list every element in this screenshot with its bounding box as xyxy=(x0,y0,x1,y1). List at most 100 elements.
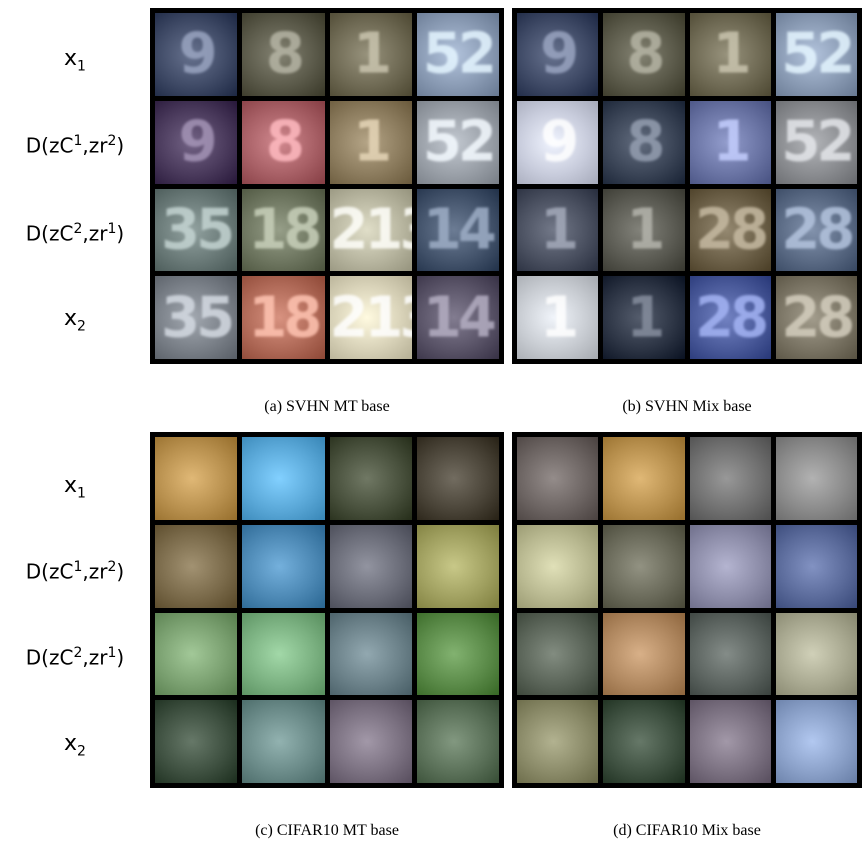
image-tile xyxy=(242,524,325,608)
image-tile xyxy=(775,612,857,696)
image-tile: 1 xyxy=(329,100,412,184)
house-number-digits: 52 xyxy=(781,21,855,87)
image-tile xyxy=(155,524,238,608)
image-tile: 14 xyxy=(416,188,499,272)
row-label-d2-cifar: D(zC2,zr1) xyxy=(25,645,125,670)
house-number-digits: 1 xyxy=(626,285,665,351)
caption-a: (a) SVHN MT base xyxy=(264,398,390,415)
image-tile xyxy=(242,437,325,520)
image-tile: 28 xyxy=(775,188,857,272)
image-tile xyxy=(603,612,685,696)
house-number-digits: 9 xyxy=(178,21,218,87)
house-number-digits: 14 xyxy=(422,197,497,263)
row-label-d1-svhn: D(zC1,zr2) xyxy=(25,133,125,158)
image-tile xyxy=(155,612,238,696)
image-tile xyxy=(329,612,412,696)
house-number-digits: 8 xyxy=(265,21,305,87)
house-number-digits: 18 xyxy=(248,285,322,351)
image-tile: 52 xyxy=(775,13,857,96)
house-number-digits: 14 xyxy=(422,285,497,351)
image-tile: 1 xyxy=(603,188,685,272)
image-tile xyxy=(517,700,599,783)
image-tile xyxy=(603,700,685,783)
house-number-digits: 213 xyxy=(329,285,412,351)
image-tile xyxy=(155,700,238,783)
image-tile: 8 xyxy=(603,100,685,184)
house-number-digits: 9 xyxy=(540,109,579,175)
image-tile: 8 xyxy=(242,100,325,184)
house-number-digits: 18 xyxy=(248,197,322,263)
row-label-d1-cifar: D(zC1,zr2) xyxy=(25,559,125,584)
image-tile xyxy=(416,437,499,520)
image-tile xyxy=(242,612,325,696)
row-label-x1-svhn: x1 xyxy=(64,46,86,75)
image-tile xyxy=(775,437,857,520)
image-tile: 9 xyxy=(517,100,599,184)
image-tile xyxy=(689,700,771,783)
svhn-mix-image-grid: 9 8 1 52 9 8 1 52 1 1 28 28 1 1 28 28 xyxy=(512,8,862,364)
house-number-digits: 8 xyxy=(626,21,665,87)
house-number-digits: 1 xyxy=(353,109,392,175)
image-tile: 52 xyxy=(416,13,499,96)
house-number-digits: 1 xyxy=(712,21,752,87)
image-tile: 14 xyxy=(416,276,499,359)
house-number-digits: 1 xyxy=(353,21,392,87)
row-label-d2-svhn: D(zC2,zr1) xyxy=(25,221,125,246)
image-tile: 9 xyxy=(155,13,238,96)
caption-c: (c) CIFAR10 MT base xyxy=(255,822,399,839)
house-number-digits: 1 xyxy=(712,109,752,175)
image-tile: 1 xyxy=(517,188,599,272)
image-tile xyxy=(242,700,325,783)
image-tile xyxy=(329,700,412,783)
image-tile: 35 xyxy=(155,276,238,359)
image-tile: 8 xyxy=(603,13,685,96)
image-tile xyxy=(517,437,599,520)
house-number-digits: 8 xyxy=(265,109,305,175)
image-tile: 1 xyxy=(603,276,685,359)
house-number-digits: 8 xyxy=(626,109,665,175)
house-number-digits: 213 xyxy=(329,197,412,263)
row-label-x1-cifar: x1 xyxy=(64,473,86,502)
image-tile xyxy=(329,524,412,608)
cifar-mix-image-grid xyxy=(512,432,862,788)
image-tile: 1 xyxy=(689,13,771,96)
image-tile: 18 xyxy=(242,276,325,359)
image-tile: 35 xyxy=(155,188,238,272)
image-tile: 1 xyxy=(329,13,412,96)
image-tile: 213 xyxy=(329,276,412,359)
image-tile: 1 xyxy=(517,276,599,359)
image-tile xyxy=(603,524,685,608)
image-tile: 52 xyxy=(416,100,499,184)
image-tile: 28 xyxy=(689,188,771,272)
image-tile xyxy=(329,437,412,520)
house-number-digits: 28 xyxy=(781,197,855,263)
image-tile: 28 xyxy=(689,276,771,359)
caption-d: (d) CIFAR10 Mix base xyxy=(613,822,761,839)
house-number-digits: 1 xyxy=(626,197,665,263)
cifar-mt-image-grid xyxy=(150,432,504,788)
image-tile xyxy=(416,612,499,696)
image-tile xyxy=(689,612,771,696)
image-tile xyxy=(517,612,599,696)
image-tile: 213 xyxy=(329,188,412,272)
image-tile: 28 xyxy=(775,276,857,359)
image-tile: 9 xyxy=(517,13,599,96)
image-tile xyxy=(775,524,857,608)
image-tile xyxy=(689,524,771,608)
house-number-digits: 35 xyxy=(161,285,235,351)
house-number-digits: 52 xyxy=(422,21,497,87)
caption-b: (b) SVHN Mix base xyxy=(622,398,752,415)
image-tile xyxy=(603,437,685,520)
house-number-digits: 9 xyxy=(178,109,218,175)
house-number-digits: 9 xyxy=(540,21,579,87)
row-label-x2-svhn: x2 xyxy=(64,306,86,335)
image-tile: 1 xyxy=(689,100,771,184)
svhn-mt-image-grid: 981 52 981 52 351821314 351821314 xyxy=(150,8,504,364)
image-tile xyxy=(416,700,499,783)
image-tile: 18 xyxy=(242,188,325,272)
house-number-digits: 52 xyxy=(781,109,855,175)
house-number-digits: 28 xyxy=(695,285,769,351)
house-number-digits: 1 xyxy=(540,285,579,351)
house-number-digits: 52 xyxy=(422,109,497,175)
image-tile xyxy=(517,524,599,608)
